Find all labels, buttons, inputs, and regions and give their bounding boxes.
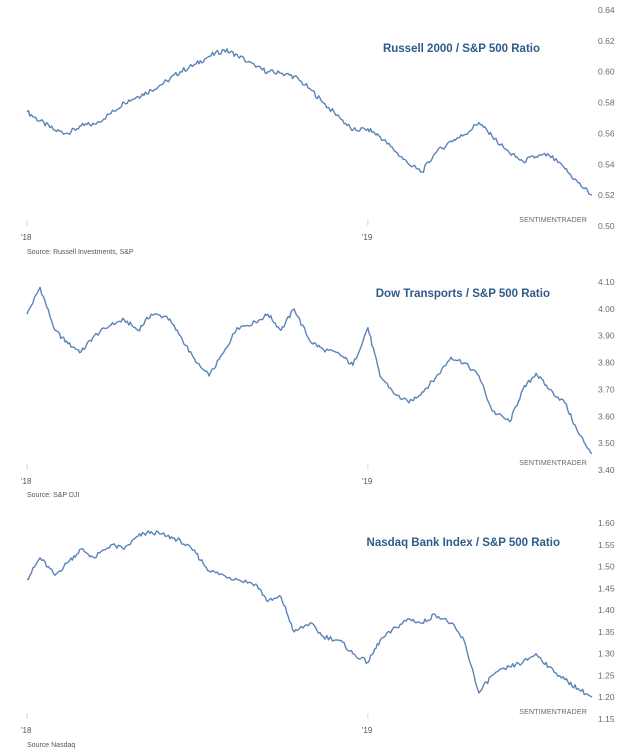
y-tick-label: 4.00 <box>598 304 615 314</box>
y-tick-label: 0.56 <box>598 128 615 138</box>
x-tick-label: '18 <box>21 233 32 242</box>
chart-panel-3: 1.60 1.55 1.50 1.45 1.40 1.35 1.30 1.25 1.20 1.15… <box>21 518 615 749</box>
y-tick-label: 3.40 <box>598 465 615 475</box>
x-tick-label: '19 <box>362 477 373 486</box>
y-tick-label: 0.50 <box>598 221 615 231</box>
chart-title: Nasdaq Bank Index / S&P 500 Ratio <box>367 537 560 549</box>
source-note: Source: S&P DJI <box>27 492 79 499</box>
x-tick-label: '19 <box>362 233 373 242</box>
y-tick-label: 0.60 <box>598 67 615 77</box>
x-tick-label: '18 <box>21 477 32 486</box>
y-tick-label: 1.30 <box>598 649 615 659</box>
watermark-label: SENTIMENTRADER <box>519 460 587 467</box>
y-tick-label: 4.10 <box>598 277 615 287</box>
y-tick-label: 1.25 <box>598 670 615 680</box>
y-tick-label: 1.55 <box>598 540 615 550</box>
chart-panel-1: 0.64 0.62 0.60 0.58 0.56 0.54 0.52 0.50 '18 '19 Ru… <box>21 5 615 256</box>
series-line <box>26 530 593 698</box>
source-note: Source Nasdaq <box>27 742 75 749</box>
y-tick-label: 0.64 <box>598 5 615 15</box>
source-note: Source: Russell Investments, S&P <box>27 249 134 256</box>
chart-title: Dow Transports / S&P 500 Ratio <box>376 288 550 300</box>
x-tick-label: '19 <box>362 726 373 735</box>
y-tick-label: 1.50 <box>598 562 615 572</box>
series-line <box>26 48 593 196</box>
y-tick-label: 0.52 <box>598 190 615 200</box>
y-tick-label: 3.50 <box>598 438 615 448</box>
watermark-label: SENTIMENTRADER <box>519 217 587 224</box>
y-tick-label: 3.70 <box>598 384 615 394</box>
y-tick-label: 1.40 <box>598 605 615 615</box>
y-tick-label: 0.54 <box>598 159 615 169</box>
y-tick-label: 1.35 <box>598 627 615 637</box>
y-tick-label: 1.45 <box>598 583 615 593</box>
series-line <box>26 286 593 455</box>
x-tick-label: '18 <box>21 726 32 735</box>
y-tick-label: 1.60 <box>598 518 615 528</box>
y-tick-label: 0.62 <box>598 36 615 46</box>
watermark-label: SENTIMENTRADER <box>519 709 587 716</box>
chart-title: Russell 2000 / S&P 500 Ratio <box>383 43 540 55</box>
y-tick-label: 0.58 <box>598 98 615 108</box>
y-tick-label: 3.90 <box>598 331 615 341</box>
y-tick-label: 1.15 <box>598 714 615 724</box>
y-tick-label: 3.80 <box>598 358 615 368</box>
y-tick-label: 3.60 <box>598 411 615 421</box>
y-tick-label: 1.20 <box>598 692 615 702</box>
chart-panel-2: 4.10 4.00 3.90 3.80 3.70 3.60 3.50 3.40 '18 '19 Do… <box>21 277 615 499</box>
